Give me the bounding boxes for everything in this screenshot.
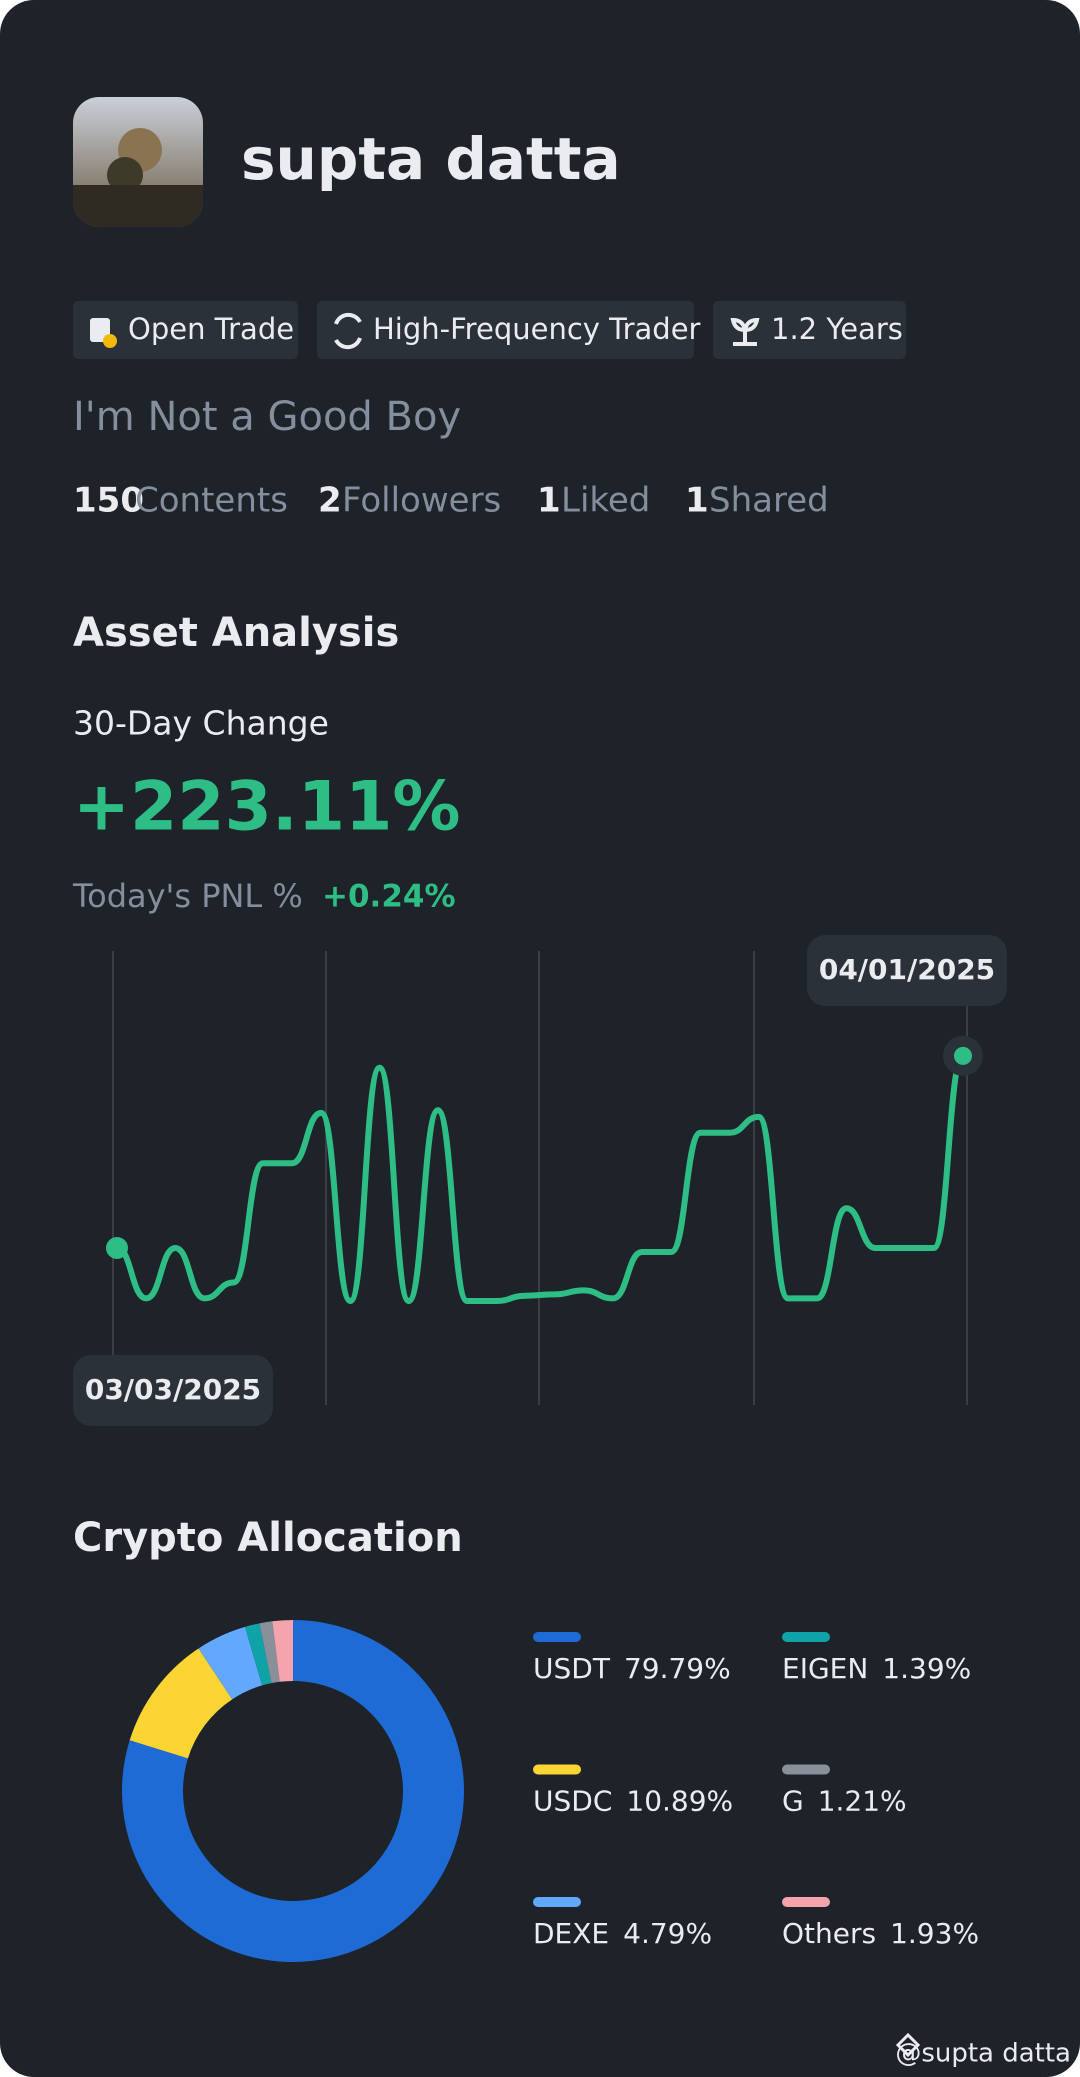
pnl-label: Today's PNL %	[72, 877, 303, 915]
legend-swatch	[782, 1764, 830, 1775]
tag-icon	[730, 317, 760, 346]
donut-slice	[272, 1620, 293, 1682]
donut-slice	[121, 1620, 464, 1962]
section-title: Asset Analysis	[73, 610, 399, 656]
tag-icon	[103, 334, 117, 348]
legend-value: 4.79%	[623, 1917, 712, 1950]
user-name: supta datta	[241, 125, 621, 193]
legend-swatch	[782, 1897, 830, 1907]
legend-name: EIGEN	[782, 1652, 868, 1685]
stat-value: 2	[318, 481, 342, 521]
tag-label: Open Trade	[128, 312, 294, 346]
donut-slice	[198, 1626, 263, 1700]
section-title: Crypto Allocation	[73, 1515, 463, 1561]
legend-name: DEXE	[533, 1917, 609, 1950]
tag[interactable]	[317, 301, 694, 359]
legend-name: USDC	[533, 1785, 612, 1818]
end-point	[954, 1046, 972, 1065]
tag[interactable]	[713, 301, 906, 359]
legend-value: 1.39%	[882, 1652, 971, 1685]
donut-slice	[129, 1648, 233, 1759]
start-point	[106, 1237, 128, 1259]
stat-value: 1	[685, 481, 709, 521]
tooltip-date: 04/01/2025	[819, 953, 995, 986]
stat-label[interactable]: Shared	[709, 481, 829, 521]
change-value: +223.11%	[73, 768, 461, 847]
stat-label[interactable]: Liked	[561, 481, 650, 521]
tag-label: High-Frequency Trader	[373, 312, 701, 346]
stat-value: 150	[73, 481, 144, 521]
legend-name: USDT	[533, 1652, 611, 1685]
tag-icon	[334, 312, 362, 350]
stat-value: 1	[537, 481, 561, 521]
watermark: @supta datta	[895, 2039, 1071, 2069]
avatar[interactable]	[73, 97, 203, 227]
logo	[895, 2032, 921, 2058]
legend-value: 10.89%	[626, 1785, 733, 1818]
pnl-value: +0.24%	[322, 879, 456, 915]
bio: I'm Not a Good Boy	[73, 394, 461, 440]
legend-value: 1.21%	[818, 1785, 907, 1818]
donut-slice	[244, 1623, 272, 1686]
legend-swatch	[533, 1897, 581, 1907]
tag[interactable]	[73, 301, 298, 359]
tooltip	[807, 935, 1007, 1006]
legend-value: 1.93%	[890, 1917, 979, 1950]
legend-name: Others	[782, 1917, 876, 1950]
tag-label: 1.2 Years	[771, 312, 903, 346]
stat-label[interactable]: Contents	[135, 481, 288, 521]
legend-swatch	[533, 1632, 581, 1642]
tooltip	[73, 1355, 273, 1426]
change-label: 30-Day Change	[73, 704, 329, 743]
legend-swatch	[782, 1632, 830, 1642]
legend-swatch	[533, 1764, 581, 1775]
tag-icon	[90, 318, 110, 342]
chart-grid	[112, 951, 968, 1405]
legend-value: 79.79%	[624, 1652, 731, 1685]
donut-slice	[259, 1621, 280, 1684]
data-line	[115, 1052, 966, 1304]
tooltip-date: 03/03/2025	[85, 1373, 261, 1406]
legend-name: G	[782, 1785, 804, 1818]
stat-label[interactable]: Followers	[342, 481, 501, 521]
